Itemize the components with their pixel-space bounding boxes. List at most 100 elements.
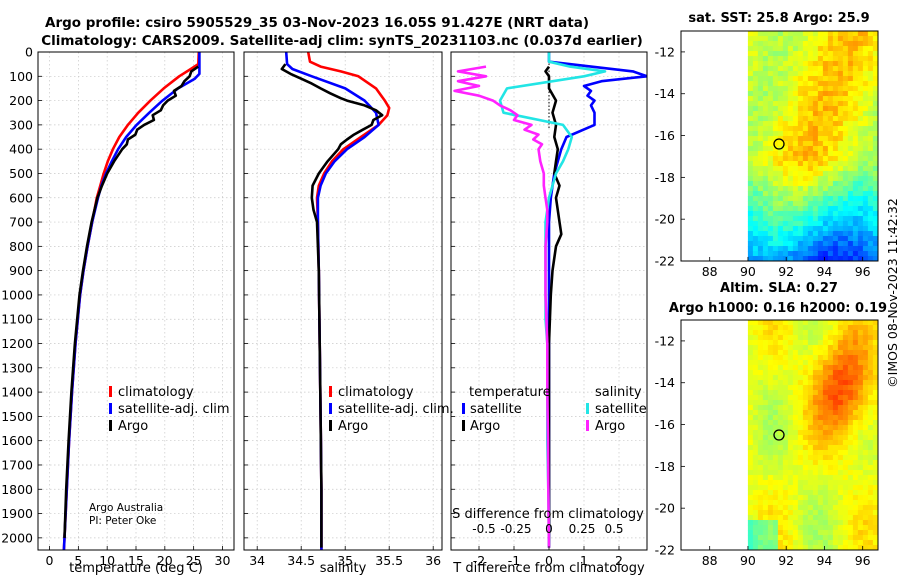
legend-label-satellite-adj: satellite-adj. clim xyxy=(118,402,230,417)
field-cell xyxy=(812,86,819,92)
field-cell xyxy=(857,61,864,67)
field-cell xyxy=(817,405,824,411)
field-cell xyxy=(812,480,819,486)
field-cell xyxy=(862,101,869,107)
field-cell xyxy=(817,410,824,416)
field-cell xyxy=(822,330,829,336)
field-cell xyxy=(812,545,819,550)
field-cell xyxy=(797,465,804,471)
field-cell xyxy=(862,495,869,501)
field-cell xyxy=(782,176,789,182)
field-cell xyxy=(762,156,769,162)
field-cell xyxy=(807,256,814,261)
field-cell xyxy=(822,86,829,92)
field-cell xyxy=(847,91,854,97)
series-line xyxy=(62,52,201,550)
field-cell xyxy=(807,211,814,217)
field-cell xyxy=(757,520,764,526)
field-cell xyxy=(877,365,878,371)
field-cell xyxy=(837,66,844,72)
field-cell xyxy=(777,430,784,436)
field-cell xyxy=(757,146,764,152)
field-cell xyxy=(802,221,809,227)
field-cell xyxy=(757,81,764,87)
field-cell xyxy=(857,186,864,192)
field-cell xyxy=(772,161,779,167)
field-cell xyxy=(872,66,878,72)
field-cell xyxy=(797,455,804,461)
legend-swatch-climatology xyxy=(109,386,112,397)
field-cell xyxy=(877,251,878,257)
field-cell xyxy=(847,146,854,152)
field-cell xyxy=(807,131,814,137)
field-cell xyxy=(777,505,784,511)
field-cell xyxy=(767,161,774,167)
field-cell xyxy=(797,400,804,406)
field-cell xyxy=(767,186,774,192)
depth-tick-label: 0 xyxy=(25,45,33,60)
field-cell xyxy=(867,430,874,436)
field-cell xyxy=(867,440,874,446)
field-cell xyxy=(802,380,809,386)
field-cell xyxy=(777,480,784,486)
field-cell xyxy=(807,350,814,356)
legend-label-satellite-adj: satellite-adj. clim. xyxy=(338,402,454,417)
field-cell xyxy=(872,445,878,451)
field-cell xyxy=(812,485,819,491)
field-cell xyxy=(857,56,864,62)
depth-tick-label: 900 xyxy=(9,263,33,278)
field-cell xyxy=(867,101,874,107)
legend-swatch-argo xyxy=(109,420,112,431)
field-cell xyxy=(762,71,769,77)
field-cell xyxy=(862,86,869,92)
field-cell xyxy=(852,350,859,356)
field-cell xyxy=(847,221,854,227)
map-y-tick-label: -20 xyxy=(655,501,675,516)
field-cell xyxy=(842,151,849,157)
field-cell xyxy=(842,525,849,531)
field-cell xyxy=(747,161,754,167)
field-cell xyxy=(772,56,779,62)
field-cell xyxy=(752,231,759,237)
field-cell xyxy=(852,525,859,531)
field-cell xyxy=(812,186,819,192)
legend-label-climatology: climatology xyxy=(118,385,194,400)
field-cell xyxy=(802,76,809,82)
field-cell xyxy=(747,335,754,341)
field-cell xyxy=(867,246,874,252)
field-cell xyxy=(867,360,874,366)
field-cell xyxy=(767,56,774,62)
field-cell xyxy=(822,36,829,42)
field-cell xyxy=(867,350,874,356)
field-cell xyxy=(782,31,789,37)
field-cell xyxy=(782,335,789,341)
field-cell xyxy=(772,221,779,227)
field-cell xyxy=(757,420,764,426)
field-cell xyxy=(877,385,878,391)
field-cell xyxy=(847,455,854,461)
field-cell xyxy=(772,485,779,491)
field-cell xyxy=(862,340,869,346)
field-cell xyxy=(822,390,829,396)
field-cell xyxy=(832,525,839,531)
field-cell xyxy=(842,460,849,466)
field-cell xyxy=(857,166,864,172)
field-cell xyxy=(797,191,804,197)
field-cell xyxy=(857,355,864,361)
field-cell xyxy=(787,515,794,521)
field-cell xyxy=(797,345,804,351)
field-cell xyxy=(867,465,874,471)
field-cell xyxy=(767,201,774,207)
field-cell xyxy=(822,545,829,550)
field-cell xyxy=(797,136,804,142)
field-cell xyxy=(817,325,824,331)
field-cell xyxy=(847,445,854,451)
field-cell xyxy=(782,405,789,411)
field-cell xyxy=(817,106,824,112)
field-cell xyxy=(867,405,874,411)
field-cell xyxy=(867,176,874,182)
field-cell xyxy=(762,111,769,117)
field-cell xyxy=(857,340,864,346)
field-cell xyxy=(782,171,789,177)
field-cell xyxy=(767,51,774,57)
